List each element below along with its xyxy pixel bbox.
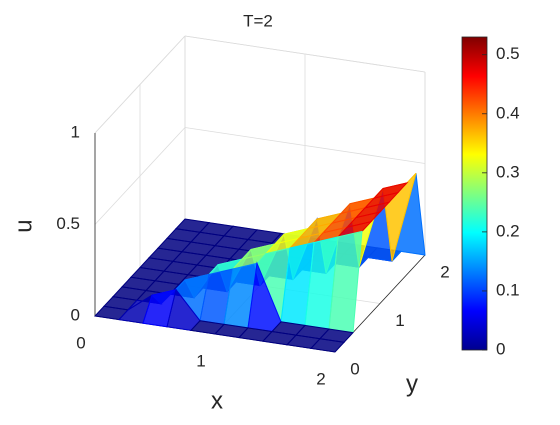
z-tick-label: 0.5: [56, 214, 80, 233]
y-tick-label: 1: [395, 311, 404, 330]
x-tick-label: 0: [76, 333, 85, 352]
colorbar-tick-label: 0.2: [496, 221, 520, 240]
x-tick-label: 2: [316, 369, 325, 388]
z-axis-label: u: [10, 219, 37, 232]
colorbar-tick-label: 0.3: [496, 162, 520, 181]
colorbar-tick-label: 0.1: [496, 280, 520, 299]
colorbar-tick-label: 0: [496, 339, 505, 358]
y-axis-label: y: [406, 370, 418, 397]
z-tick-label: 0: [71, 305, 80, 324]
y-tick-label: 0: [350, 359, 359, 378]
colorbar-tick-label: 0.5: [496, 44, 520, 63]
surface-cell: [309, 338, 346, 353]
y-tick-label: 2: [440, 262, 449, 281]
colorbar: [461, 36, 488, 351]
colorbar-tick-label: 0.4: [496, 103, 520, 122]
z-tick-label: 1: [71, 122, 80, 141]
chart-title: T=2: [243, 11, 273, 30]
x-tick-label: 1: [196, 351, 205, 370]
x-axis-label: x: [211, 387, 223, 414]
